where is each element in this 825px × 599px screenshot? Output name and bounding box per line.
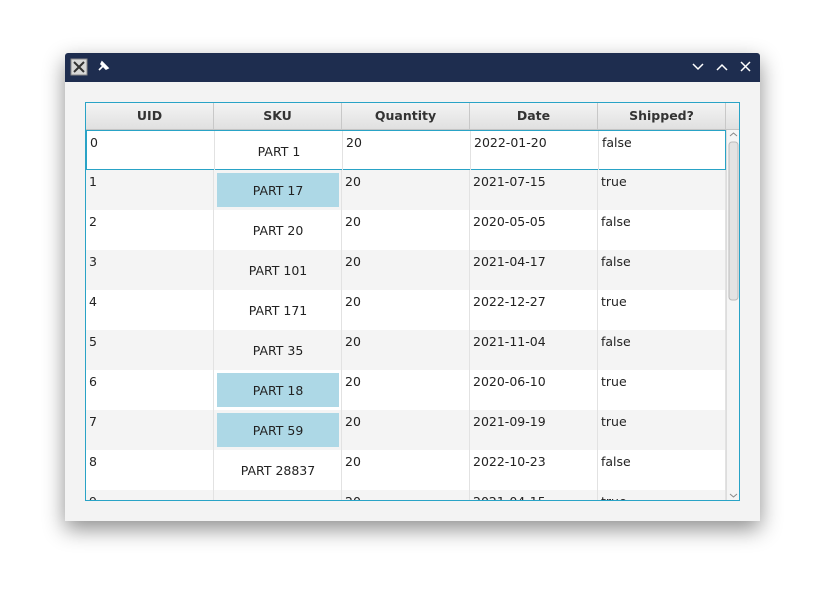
table-cell[interactable]: 3 [86, 250, 214, 290]
table-cell[interactable]: 8 [86, 450, 214, 490]
table-cell[interactable]: PART 20 [214, 210, 342, 250]
table-cell[interactable]: 1 [86, 170, 214, 210]
table-cell[interactable]: true [598, 490, 726, 500]
title-bar [65, 53, 760, 82]
table-cell[interactable]: 20 [342, 370, 470, 410]
table-cell[interactable]: 6 [86, 370, 214, 410]
table-cell[interactable]: 4 [86, 290, 214, 330]
table-cell[interactable]: true [598, 170, 726, 210]
table-cell[interactable]: 20 [342, 410, 470, 450]
table-cell[interactable]: 7 [86, 410, 214, 450]
table-cell[interactable]: 9 [86, 490, 214, 500]
column-header[interactable]: SKU [214, 103, 342, 129]
table-cell[interactable]: PART 28837 [214, 450, 342, 490]
table-cell[interactable]: false [598, 330, 726, 370]
table-cell[interactable]: true [598, 290, 726, 330]
table-cell[interactable]: false [598, 210, 726, 250]
table-cell[interactable]: true [598, 410, 726, 450]
scroll-up[interactable] [729, 132, 738, 137]
sku-value: PART 17 [217, 173, 339, 207]
table-header: UID SKU Quantity Date Shipped? [86, 103, 739, 130]
table-row[interactable]: 4 PART 171 20 2022-12-27 true [86, 290, 726, 330]
table[interactable]: UID SKU Quantity Date Shipped? 0 PART 1 20 2022… [85, 102, 740, 501]
scrollbar-graphics [728, 132, 739, 498]
sku-value: PART 28837 [240, 462, 316, 478]
table-cell[interactable]: 2021-07-15 [470, 170, 598, 210]
pin-button[interactable] [98, 60, 110, 71]
table-cell[interactable]: 20 [342, 490, 470, 500]
table-cell[interactable]: 2022-01-20 [471, 131, 599, 171]
table-cell[interactable]: true [598, 370, 726, 410]
table-cell[interactable]: 20 [342, 450, 470, 490]
close-button[interactable] [740, 61, 751, 72]
minimize-button[interactable] [692, 63, 704, 71]
app-icon-mark [73, 61, 85, 73]
table-cell[interactable]: false [598, 450, 726, 490]
table-cell[interactable]: 20 [342, 170, 470, 210]
table-cell[interactable]: PART 1 [215, 131, 343, 171]
title-bar-icons [70, 58, 751, 76]
sku-value: PART 59 [217, 413, 339, 447]
table-row[interactable]: 3 PART 101 20 2021-04-17 false [86, 250, 726, 290]
column-header[interactable]: Date [470, 103, 598, 129]
table-cell[interactable]: 0 [87, 131, 215, 171]
table-cell[interactable]: PART 59 [214, 410, 342, 450]
table-cell[interactable]: 2022-12-27 [470, 290, 598, 330]
table-cell[interactable]: 20 [342, 210, 470, 250]
table-cell[interactable]: PART 101 [214, 250, 342, 290]
table-cell[interactable]: 2022-10-23 [470, 450, 598, 490]
table-cell[interactable]: 20 [342, 250, 470, 290]
table-cell[interactable]: 2 [86, 210, 214, 250]
table-row[interactable]: 1 PART 17 20 2021-07-15 true [86, 170, 726, 210]
table-row[interactable]: 7 PART 59 20 2021-09-19 true [86, 410, 726, 450]
table-cell[interactable]: 2021-09-19 [470, 410, 598, 450]
table-row[interactable]: 5 PART 35 20 2021-11-04 false [86, 330, 726, 370]
table-row[interactable]: 8 PART 28837 20 2022-10-23 false [86, 450, 726, 490]
table-cell[interactable]: PART 17 [214, 170, 342, 210]
table-cell[interactable]: 2021-04-15 [470, 490, 598, 500]
sku-value: PART 20 [252, 222, 304, 238]
sku-value: PART 1 [257, 143, 301, 159]
table-cell[interactable]: 2021-11-04 [470, 330, 598, 370]
table-body: 0 PART 1 20 2022-01-20 false 1 PART 17 20 2021-0… [86, 130, 726, 500]
sku-value: PART 101 [248, 262, 308, 278]
column-header[interactable]: UID [86, 103, 214, 129]
table-cell[interactable]: PART 171 [214, 290, 342, 330]
scroll-down[interactable] [729, 493, 738, 498]
table-cell[interactable]: 20 [342, 330, 470, 370]
table-cell[interactable]: 2020-06-10 [470, 370, 598, 410]
scrollbar[interactable] [726, 130, 739, 500]
table-row[interactable]: 6 PART 18 20 2020-06-10 true [86, 370, 726, 410]
table-cell[interactable]: 20 [342, 290, 470, 330]
table-row[interactable]: 2 PART 20 20 2020-05-05 false [86, 210, 726, 250]
column-header[interactable]: Shipped? [598, 103, 726, 129]
table-cell[interactable]: 5 [86, 330, 214, 370]
column-header[interactable]: Quantity [342, 103, 470, 129]
sku-value: PART 35 [252, 342, 304, 358]
table-row[interactable]: 0 PART 1 20 2022-01-20 false [86, 130, 726, 171]
scroll-thumb[interactable] [728, 141, 739, 301]
table-cell[interactable]: false [599, 131, 726, 171]
table-cell[interactable]: false [598, 250, 726, 290]
table-cell[interactable]: PART 18 [214, 370, 342, 410]
maximize-button[interactable] [716, 63, 728, 71]
sku-value: PART 171 [248, 302, 308, 318]
sku-value: PART 18 [217, 373, 339, 407]
window: UID SKU Quantity Date Shipped? 0 PART 1 20 2022… [65, 53, 760, 521]
table-cell[interactable] [214, 490, 342, 500]
table-cell[interactable]: PART 35 [214, 330, 342, 370]
table-cell[interactable]: 20 [343, 131, 471, 171]
table-cell[interactable]: 2020-05-05 [470, 210, 598, 250]
table-cell[interactable]: 2021-04-17 [470, 250, 598, 290]
